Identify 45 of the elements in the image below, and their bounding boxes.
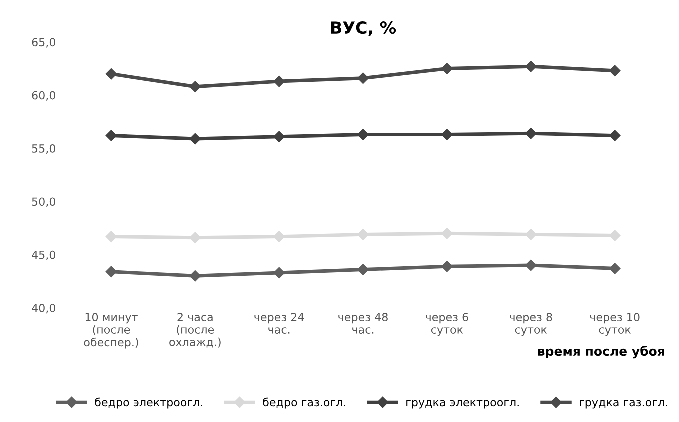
- x-tick-label: 10 минут (после обеспер.): [84, 313, 138, 349]
- point: [442, 260, 453, 272]
- point: [190, 81, 202, 92]
- y-tick-label: 50,0: [32, 198, 56, 208]
- point: [526, 61, 537, 72]
- legend-label: грудка газ.огл.: [580, 400, 668, 409]
- x-tick-label: через 24 час.: [254, 313, 304, 334]
- point: [274, 231, 285, 242]
- point: [274, 131, 285, 142]
- point: [106, 68, 118, 80]
- x-tick-label: через 8 суток: [510, 313, 552, 336]
- x-tick-label: через 6 суток: [426, 313, 468, 336]
- point: [106, 231, 118, 242]
- point: [106, 130, 118, 142]
- x-tick-label: через 48 час.: [338, 313, 388, 334]
- legend-label: грудка электроогл.: [406, 400, 519, 409]
- chart-title: ВУС, %: [331, 21, 396, 36]
- legend-label: бедро электроогл.: [95, 398, 202, 409]
- point: [609, 130, 621, 142]
- point: [358, 72, 369, 84]
- point: [358, 264, 369, 276]
- y-tick-label: 45,0: [32, 250, 56, 260]
- point: [526, 229, 537, 240]
- point: [526, 260, 537, 272]
- point: [526, 128, 537, 140]
- y-tick-label: 65,0: [32, 38, 56, 48]
- point: [190, 133, 202, 145]
- point: [190, 270, 202, 282]
- y-tick-label: 60,0: [32, 91, 56, 101]
- point: [609, 263, 621, 274]
- point: [106, 266, 118, 278]
- point: [274, 267, 285, 279]
- point: [274, 76, 285, 88]
- y-tick-label: 55,0: [32, 144, 56, 154]
- x-tick-label: через 10 суток: [590, 313, 640, 336]
- point: [609, 65, 621, 77]
- legend-label: бедро газ.огл.: [263, 398, 346, 409]
- point: [442, 228, 453, 240]
- point: [358, 229, 369, 240]
- y-tick-label: 40,0: [32, 304, 56, 314]
- x-axis-title: время после убоя: [538, 346, 664, 359]
- point: [442, 63, 453, 74]
- point: [442, 129, 453, 140]
- point: [358, 129, 369, 140]
- x-tick-label: 2 часа (после охлажд.): [170, 313, 221, 348]
